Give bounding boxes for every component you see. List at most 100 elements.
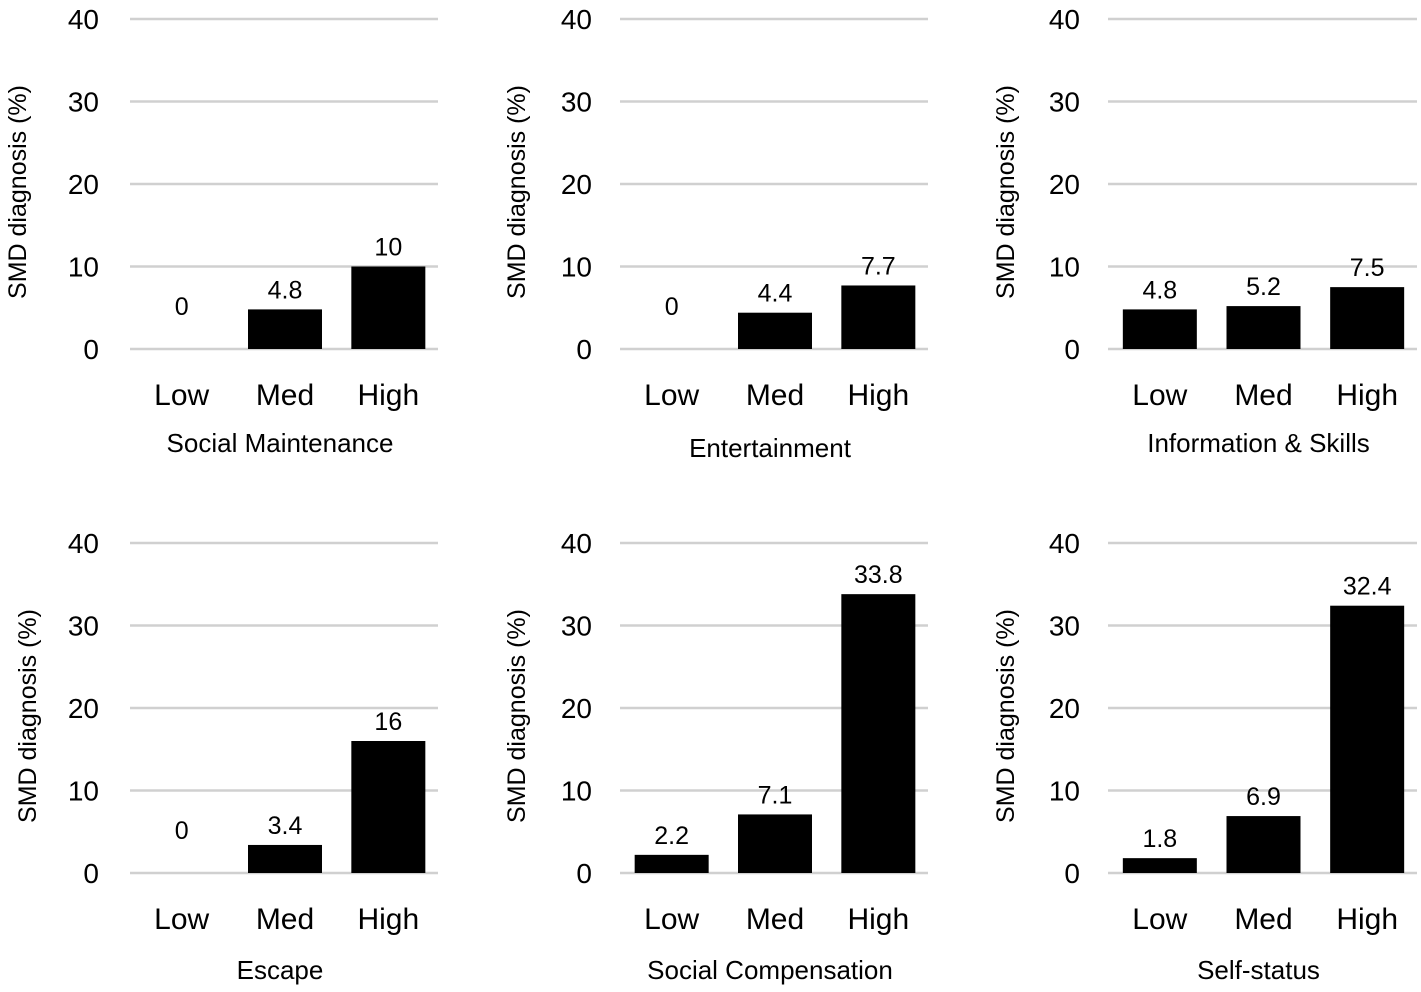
bar-low <box>1122 858 1197 873</box>
x-axis-title: Social Compensation <box>647 955 893 985</box>
x-tick-label: High <box>847 379 909 412</box>
y-tick-label: 20 <box>561 169 592 200</box>
bar-med <box>1226 816 1301 873</box>
bar-med <box>248 844 322 873</box>
y-tick-label: 0 <box>83 334 99 365</box>
y-tick-label: 30 <box>1049 87 1080 118</box>
data-label: 7.5 <box>1350 254 1385 282</box>
y-tick-label: 0 <box>1064 334 1080 365</box>
x-axis-title: Self-status <box>1197 955 1320 985</box>
y-tick-label: 30 <box>561 87 592 118</box>
y-tick-label: 10 <box>1049 776 1080 807</box>
data-label: 0 <box>175 293 189 321</box>
data-label: 10 <box>374 234 402 262</box>
bar-high <box>1330 605 1405 873</box>
bar-med <box>1226 306 1301 349</box>
y-axis-title: SMD diagnosis (%) <box>992 609 1020 823</box>
y-tick-label: 10 <box>561 252 592 283</box>
data-label: 4.8 <box>268 276 303 304</box>
bar-med <box>248 309 322 349</box>
bar-med <box>738 814 812 873</box>
y-tick-label: 40 <box>1049 4 1080 35</box>
x-tick-label: Low <box>154 379 209 412</box>
bar-med <box>738 312 812 349</box>
bar-high <box>841 285 916 349</box>
chart-panel-information-skills: 0 10 20 30 40 4.8 Low 5.2 Med 7.5 High Information … <box>992 4 1417 458</box>
data-label: 4.8 <box>1142 276 1177 304</box>
data-label: 4.4 <box>758 280 793 308</box>
x-tick-label: High <box>357 379 419 412</box>
x-tick-label: Low <box>154 903 209 936</box>
bar-low <box>1122 309 1197 349</box>
x-tick-label: Low <box>644 903 699 936</box>
chart-panel-social-compensation: 0 10 20 30 40 2.2 Low 7.1 Med 33.8 High Social Comp… <box>503 528 928 985</box>
x-tick-label: Med <box>746 903 804 936</box>
y-tick-label: 20 <box>68 169 99 200</box>
y-tick-label: 40 <box>561 528 592 559</box>
y-tick-label: 20 <box>1049 169 1080 200</box>
data-label: 1.8 <box>1142 825 1177 853</box>
x-tick-label: High <box>847 903 909 936</box>
data-label: 2.2 <box>654 822 689 850</box>
y-tick-label: 20 <box>1049 693 1080 724</box>
x-tick-label: Med <box>256 379 314 412</box>
y-tick-label: 0 <box>576 858 592 889</box>
y-tick-label: 10 <box>68 252 99 283</box>
x-tick-label: Low <box>1132 379 1187 412</box>
x-axis-title: Social Maintenance <box>167 428 394 458</box>
bar-high <box>351 741 426 873</box>
data-label: 3.4 <box>268 812 303 840</box>
y-axis-title: SMD diagnosis (%) <box>14 609 42 823</box>
data-label: 0 <box>175 817 189 845</box>
data-label: 16 <box>374 708 402 736</box>
x-tick-label: High <box>1336 903 1398 936</box>
x-axis-title: Information & Skills <box>1147 428 1370 458</box>
x-tick-label: Low <box>1132 903 1187 936</box>
y-tick-label: 30 <box>68 611 99 642</box>
bar-high <box>1330 287 1405 349</box>
y-tick-label: 40 <box>68 4 99 35</box>
x-tick-label: High <box>357 903 419 936</box>
x-tick-label: Low <box>644 379 699 412</box>
chart-panel-social-maintenance: 0 10 20 30 40 0 Low 4.8 Med 10 High Social Maintena… <box>4 4 438 458</box>
data-label: 5.2 <box>1246 273 1281 301</box>
x-axis-title: Entertainment <box>689 433 852 463</box>
chart-panel-entertainment: 0 10 20 30 40 0 Low 4.4 Med 7.7 High Entertainment S… <box>503 4 928 463</box>
x-tick-label: Med <box>1234 903 1292 936</box>
y-tick-label: 20 <box>561 693 592 724</box>
bar-high <box>351 266 426 349</box>
y-tick-label: 40 <box>68 528 99 559</box>
bar-low <box>634 854 709 873</box>
y-axis-title: SMD diagnosis (%) <box>503 609 531 823</box>
data-label: 7.1 <box>758 781 793 809</box>
x-tick-label: Med <box>256 903 314 936</box>
y-axis-title: SMD diagnosis (%) <box>4 85 32 299</box>
bar-high <box>841 594 916 873</box>
data-label: 32.4 <box>1343 573 1392 601</box>
y-tick-label: 0 <box>83 858 99 889</box>
y-tick-label: 30 <box>1049 611 1080 642</box>
x-tick-label: High <box>1336 379 1398 412</box>
y-tick-label: 0 <box>576 334 592 365</box>
y-tick-label: 10 <box>68 776 99 807</box>
data-label: 7.7 <box>861 252 896 280</box>
y-tick-label: 10 <box>1049 252 1080 283</box>
y-tick-label: 10 <box>561 776 592 807</box>
y-axis-title: SMD diagnosis (%) <box>503 85 531 299</box>
data-label: 0 <box>665 293 679 321</box>
y-tick-label: 20 <box>68 693 99 724</box>
y-tick-label: 30 <box>68 87 99 118</box>
chart-panel-escape: 0 10 20 30 40 0 Low 3.4 Med 16 High Escape SMD diagn… <box>14 528 438 985</box>
y-tick-label: 40 <box>561 4 592 35</box>
y-tick-label: 0 <box>1064 858 1080 889</box>
y-tick-label: 30 <box>561 611 592 642</box>
x-tick-label: Med <box>1234 379 1292 412</box>
data-label: 33.8 <box>854 561 903 589</box>
chart-panel-self-status: 0 10 20 30 40 1.8 Low 6.9 Med 32.4 High Self-status… <box>992 528 1417 985</box>
x-tick-label: Med <box>746 379 804 412</box>
data-label: 6.9 <box>1246 783 1281 811</box>
y-axis-title: SMD diagnosis (%) <box>992 85 1020 299</box>
x-axis-title: Escape <box>237 955 324 985</box>
y-tick-label: 40 <box>1049 528 1080 559</box>
